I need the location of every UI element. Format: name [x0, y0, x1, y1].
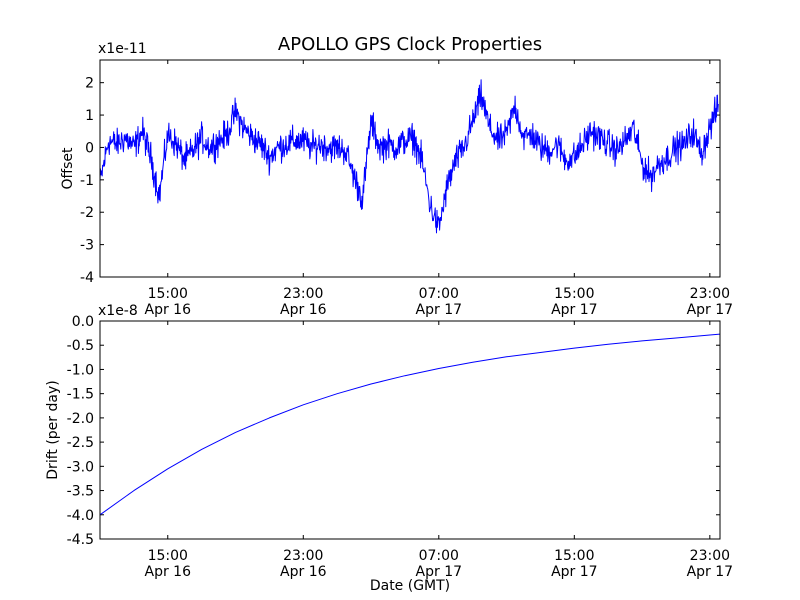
drift-x-tick-date: Apr 16 [280, 564, 327, 580]
drift-series-line [99, 333, 721, 516]
offset-x-tick-time: 23:00 [283, 286, 323, 302]
offset-y-tick-label: -1 [80, 173, 94, 189]
drift-x-tick-date: Apr 17 [551, 564, 597, 580]
offset-x-tick-time: 15:00 [148, 286, 188, 302]
drift-y-tick-label: -3.0 [67, 459, 94, 475]
drift-y-axis-label: Drift (per day) [45, 380, 61, 479]
offset-axes-frame [99, 59, 721, 278]
offset-y-tick-label: 2 [85, 76, 94, 92]
offset-y-tick-label: -2 [80, 205, 94, 221]
offset-x-tick-date: Apr 17 [416, 302, 462, 318]
drift-ticks: -4.5 -4.0 -3.5 -3.0 -2.5 -2.0 -1.5 -1.0 -0.5 0.0 1… [67, 314, 733, 580]
offset-x-tick-date: Apr 17 [551, 302, 597, 318]
offset-x-tick-date: Apr 17 [687, 302, 733, 318]
drift-y-tick-label: -1.5 [67, 387, 94, 403]
drift-y-tick-label: -1.0 [67, 362, 94, 378]
drift-scale-label: x1e-8 [98, 303, 138, 319]
drift-y-tick-label: -3.5 [67, 484, 94, 500]
offset-x-tick-time: 07:00 [419, 286, 459, 302]
drift-panel: -4.5 -4.0 -3.5 -3.0 -2.5 -2.0 -1.5 -1.0 -0.5 0.0 1… [45, 303, 733, 594]
offset-x-tick-time: 23:00 [690, 286, 730, 302]
drift-x-tick-time: 15:00 [554, 548, 594, 564]
offset-x-tick-time: 15:00 [554, 286, 594, 302]
offset-y-tick-label: 1 [85, 108, 94, 124]
offset-y-tick-label: -3 [80, 238, 94, 254]
offset-y-tick-label: -4 [80, 270, 94, 286]
drift-axes-frame [99, 320, 721, 540]
offset-x-tick-date: Apr 16 [145, 302, 192, 318]
drift-y-tick-label: -2.5 [67, 435, 94, 451]
drift-y-tick-label: 0.0 [72, 314, 94, 330]
drift-x-tick-date: Apr 17 [687, 564, 733, 580]
drift-x-tick-time: 23:00 [283, 548, 323, 564]
drift-y-tick-label: -2.0 [67, 411, 94, 427]
offset-y-tick-label: 0 [85, 140, 94, 156]
drift-y-tick-label: -4.0 [67, 508, 94, 524]
offset-y-axis-label: Offset [60, 147, 76, 190]
drift-x-tick-time: 23:00 [690, 548, 730, 564]
offset-series-line [99, 79, 719, 234]
chart-title: APOLLO GPS Clock Properties [278, 34, 542, 55]
drift-x-tick-date: Apr 17 [416, 564, 462, 580]
drift-x-tick-date: Apr 16 [145, 564, 192, 580]
drift-y-tick-label: -0.5 [67, 338, 94, 354]
drift-x-tick-time: 07:00 [419, 548, 459, 564]
drift-x-tick-time: 15:00 [148, 548, 188, 564]
offset-scale-label: x1e-11 [98, 41, 147, 57]
drift-y-tick-label: -4.5 [67, 532, 94, 548]
offset-x-tick-date: Apr 16 [280, 302, 327, 318]
drift-x-axis-label: Date (GMT) [370, 578, 450, 594]
